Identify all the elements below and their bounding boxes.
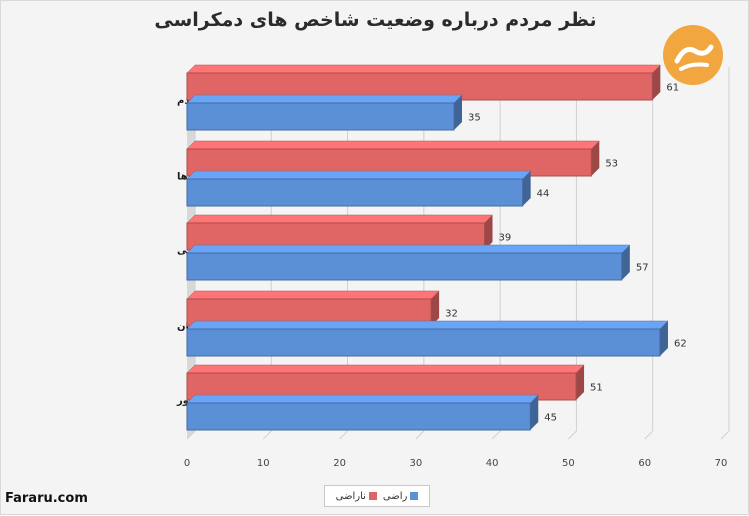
- gridline-floor: [339, 430, 348, 440]
- bar-top-satisfied: [186, 320, 669, 330]
- legend-swatch-dissatisfied: [368, 492, 377, 500]
- x-tick-label: 40: [486, 458, 499, 469]
- x-tick-label: 70: [715, 458, 728, 469]
- legend: راضی ناراضی: [324, 485, 430, 507]
- gridline-floor: [644, 430, 654, 440]
- value-label-dissatisfied: 39: [499, 233, 512, 244]
- value-label-satisfied: 57: [636, 263, 649, 274]
- gridline-floor: [415, 430, 425, 440]
- bar-side-dissatisfied: [652, 65, 661, 100]
- bar-top-satisfied: [186, 94, 463, 104]
- value-label-dissatisfied: 53: [605, 159, 618, 170]
- value-label-satisfied: 35: [468, 113, 481, 124]
- bar-top-satisfied: [186, 394, 539, 404]
- bar-top-dissatisfied: [186, 214, 494, 224]
- bar-satisfied: [186, 178, 524, 207]
- bar-side-satisfied: [621, 245, 630, 280]
- bar-top-satisfied: [186, 170, 532, 180]
- x-tick-label: 50: [562, 458, 575, 469]
- bar-side-satisfied: [659, 321, 668, 356]
- legend-item-satisfied: راضی: [382, 490, 419, 502]
- bar-top-dissatisfied: [186, 64, 661, 74]
- fararu-logo-icon: [663, 25, 723, 85]
- bar-satisfied: [186, 102, 455, 131]
- gridline-floor: [491, 430, 501, 440]
- bars-layer: [186, 64, 669, 431]
- value-label-satisfied: 44: [537, 189, 550, 200]
- logo-mark: [665, 27, 721, 83]
- value-label-dissatisfied: 61: [666, 83, 679, 94]
- bar-satisfied: [186, 252, 623, 281]
- legend-label-dissatisfied: ناراضی: [335, 490, 366, 502]
- bar-top-satisfied: [186, 244, 631, 254]
- bar-top-dissatisfied: [186, 140, 600, 150]
- value-label-dissatisfied: 32: [445, 309, 458, 320]
- bar-side-satisfied: [522, 171, 531, 206]
- bar-top-dissatisfied: [186, 364, 585, 374]
- value-label-dissatisfied: 51: [590, 383, 603, 394]
- x-tick-label: 60: [638, 458, 651, 469]
- x-tick-labels: 0 10 20 30 40 50 60 70: [184, 458, 728, 469]
- bar-satisfied: [186, 328, 661, 357]
- legend-item-dissatisfied: ناراضی: [336, 491, 377, 502]
- x-tick-label: 10: [257, 458, 270, 469]
- value-label-satisfied: 62: [674, 339, 687, 350]
- value-label-satisfied: 45: [544, 413, 557, 424]
- value-labels: 61 35 53 44 39 57 32 62 51 45: [445, 83, 687, 424]
- gridline-floor: [186, 430, 196, 440]
- legend-swatch-satisfied: [410, 492, 419, 500]
- bar-side-satisfied: [454, 95, 462, 130]
- watermark: Fararu.com: [5, 491, 88, 506]
- bar-side-dissatisfied: [591, 141, 600, 176]
- chart-title: نظر مردم درباره وضعیت شاخص های دمکراسی: [154, 9, 597, 31]
- bar-satisfied: [186, 402, 531, 431]
- x-tick-label: 30: [409, 458, 422, 469]
- bar-top-dissatisfied: [186, 290, 440, 300]
- bar-side-dissatisfied: [431, 291, 440, 326]
- gridline-floor: [720, 430, 730, 440]
- legend-label-satisfied: راضی: [382, 490, 408, 502]
- gridline-floor: [568, 430, 577, 440]
- x-tick-label: 0: [184, 458, 190, 469]
- bar-side-dissatisfied: [484, 215, 493, 250]
- bar-side-dissatisfied: [576, 365, 585, 400]
- x-tick-label: 20: [333, 458, 346, 469]
- gridline-floor: [262, 430, 272, 440]
- bar-side-satisfied: [530, 395, 539, 430]
